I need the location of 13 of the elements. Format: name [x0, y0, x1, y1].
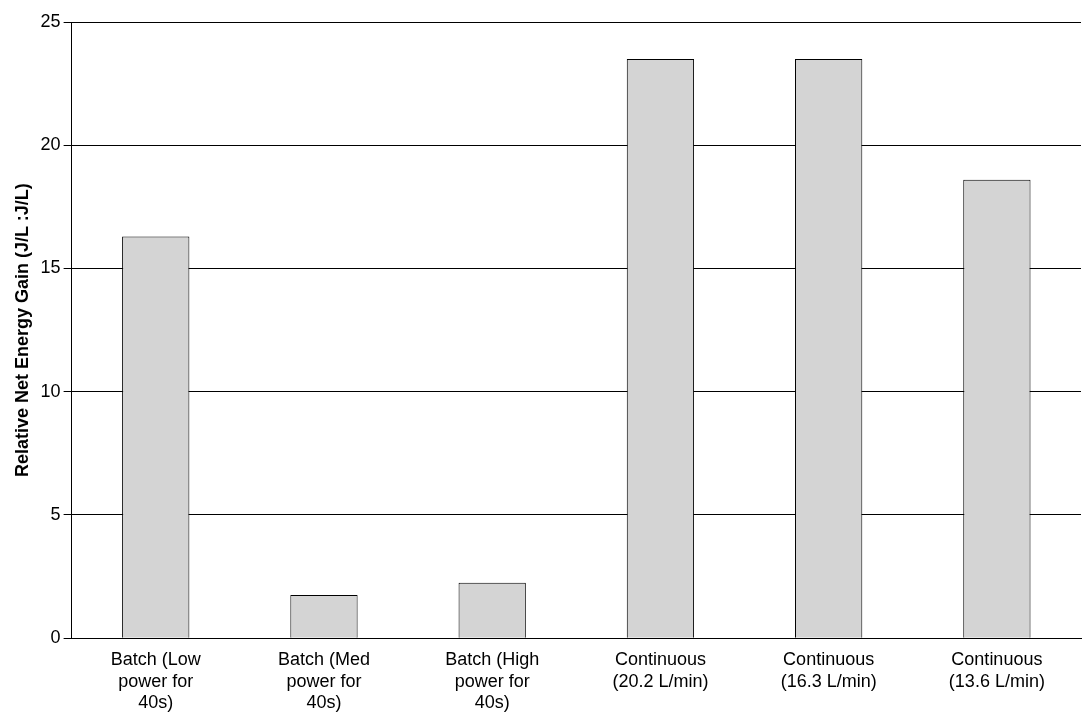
y-tick-label: 20: [40, 134, 61, 155]
x-tick-label: Batch (High power for 40s): [445, 648, 540, 713]
y-tick-label: 10: [40, 380, 61, 401]
y-axis-title: Relative Net Energy Gain (J/L :J/L): [11, 183, 32, 477]
y-tick-label: 15: [40, 257, 61, 278]
x-tick-label: Batch (Low power for 40s): [110, 648, 202, 713]
x-tick-label: Continuous (20.2 L/min): [612, 648, 709, 691]
x-tick-label: Continuous (16.3 L/min): [780, 648, 877, 691]
x-tick-label: Continuous (13.6 L/min): [948, 648, 1045, 691]
x-tick-label: Batch (Med power for 40s): [277, 648, 370, 713]
y-tick-label: 0: [50, 627, 61, 648]
y-tick-label: 5: [50, 503, 61, 524]
y-tick-label: 25: [40, 10, 61, 31]
